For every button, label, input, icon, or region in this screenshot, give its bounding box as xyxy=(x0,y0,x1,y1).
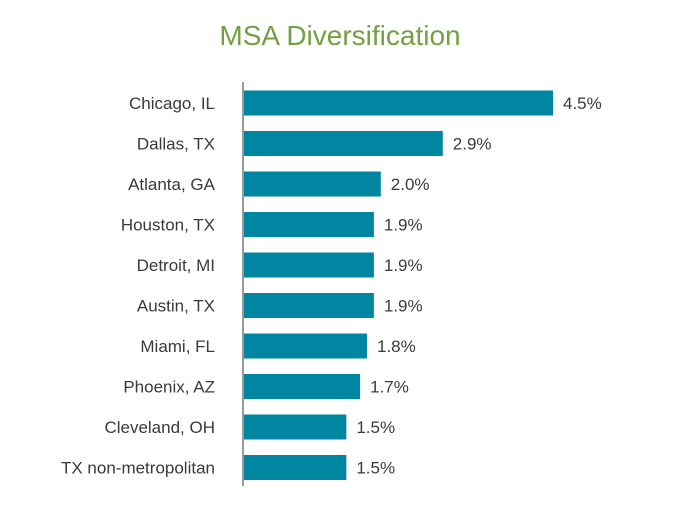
value-label: 1.7% xyxy=(370,378,409,397)
bar xyxy=(243,252,374,278)
category-label: Dallas, TX xyxy=(137,135,215,154)
category-label: Houston, TX xyxy=(121,216,215,235)
category-label: Atlanta, GA xyxy=(128,175,216,194)
category-label: Cleveland, OH xyxy=(104,418,215,437)
bar xyxy=(243,293,374,318)
value-label: 1.9% xyxy=(384,297,423,316)
value-label: 1.5% xyxy=(356,459,395,478)
value-label: 2.0% xyxy=(391,175,430,194)
bar xyxy=(243,131,443,156)
value-label: 1.8% xyxy=(377,337,416,356)
bar xyxy=(243,414,347,440)
bar xyxy=(243,212,374,237)
value-label: 1.9% xyxy=(384,256,423,275)
value-label: 2.9% xyxy=(453,135,492,154)
chart-title: MSA Diversification xyxy=(219,20,460,51)
bars-layer: Chicago, IL 4.5% Dallas, TX 2.9% Atlanta, GA… xyxy=(61,90,602,480)
category-label: Phoenix, AZ xyxy=(123,378,215,397)
value-label: 1.9% xyxy=(384,216,423,235)
bar xyxy=(243,333,367,359)
category-label: TX non-metropolitan xyxy=(61,459,215,478)
bar xyxy=(243,171,381,197)
category-label: Austin, TX xyxy=(137,297,215,316)
value-label: 4.5% xyxy=(563,94,602,113)
bar xyxy=(243,374,361,399)
category-label: Chicago, IL xyxy=(129,94,215,113)
bar xyxy=(243,455,347,480)
category-label: Detroit, MI xyxy=(137,256,215,275)
bar xyxy=(243,90,553,116)
value-label: 1.5% xyxy=(356,418,395,437)
category-label: Miami, FL xyxy=(140,337,215,356)
